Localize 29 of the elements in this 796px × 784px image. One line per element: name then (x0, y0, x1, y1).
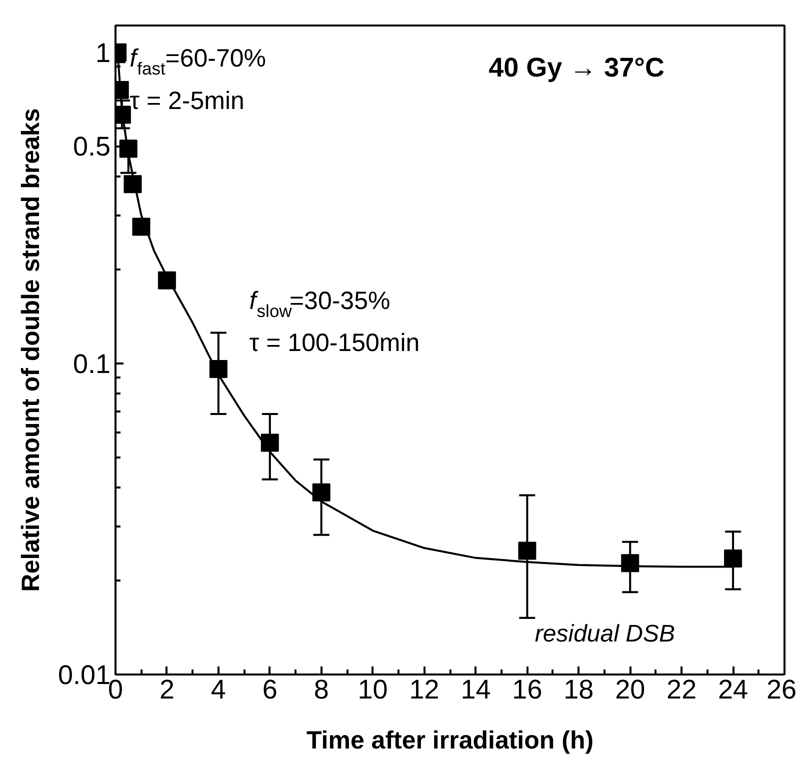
annotation: τ = 100-150min (249, 328, 420, 357)
x-tick-label: 22 (666, 674, 697, 704)
x-tick-label: 0 (108, 674, 124, 704)
x-axis-title: Time after irradiation (h) (306, 726, 594, 754)
point (260, 434, 279, 452)
point (119, 140, 138, 158)
y-axis-title: Relative amount of double strand breaks (16, 108, 45, 592)
x-tick-label: 16 (512, 674, 542, 704)
point (132, 218, 150, 236)
x-tick-label: 10 (358, 674, 388, 704)
point (518, 542, 536, 560)
x-tick-label: 4 (210, 674, 226, 704)
x-tick-label: 14 (460, 674, 491, 704)
x-tick-label: 12 (409, 674, 440, 704)
annotation: τ = 2-5min (130, 86, 244, 115)
x-tick-label: 2 (159, 674, 174, 704)
y-tick-label: 0.5 (72, 132, 111, 162)
point (724, 550, 742, 568)
x-tick-label: 24 (718, 674, 748, 704)
y-tick-label: 1 (95, 38, 111, 68)
x-tick-label: 8 (314, 674, 329, 704)
x-tick-label: 6 (262, 674, 278, 704)
annotation: residual DSB (534, 620, 675, 648)
point (312, 483, 330, 502)
x-tick-label: 20 (615, 674, 646, 704)
y-tick-label: 0.1 (72, 348, 111, 379)
x-tick-label: 18 (564, 674, 594, 704)
annotation: 40 Gy → 37°C (488, 52, 664, 83)
x-tick-label: 26 (766, 674, 796, 704)
